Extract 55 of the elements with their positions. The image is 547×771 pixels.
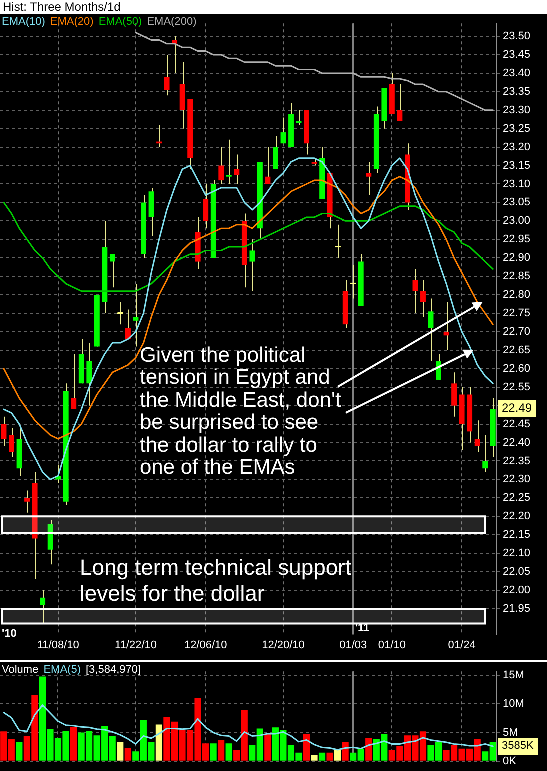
x-tick-label: 01/24 <box>448 639 476 652</box>
y-tick-label: 22.10 <box>503 548 531 560</box>
y-tick-label: 23.15 <box>503 160 531 172</box>
y-tick-label: 22.55 <box>503 381 531 394</box>
y-tick-label: 23.50 <box>503 30 531 43</box>
y-tick-label: 23.05 <box>503 196 531 209</box>
text: EMA(10) <box>2 16 46 28</box>
annotation: Long term technical support levels for the dollar <box>80 555 352 607</box>
y-tick-label: 23.10 <box>503 178 531 190</box>
y-tick-label: 15M <box>503 670 524 682</box>
y-tick-label: 22.30 <box>503 474 531 486</box>
y-tick-label: 22.40 <box>503 436 531 449</box>
x-tick-label: 01/03 <box>340 639 368 652</box>
y-tick-label: 22.95 <box>503 234 531 246</box>
y-tick-label: 23.40 <box>503 67 531 80</box>
x-tick-label: 12/20/10 <box>262 639 305 652</box>
y-tick-label: 22.15 <box>503 529 531 542</box>
text: EMA(5) <box>44 664 81 676</box>
annotation: [3,584,970] <box>86 664 142 676</box>
y-tick-label: 22.05 <box>503 566 531 578</box>
y-tick-label: 22.80 <box>503 289 531 302</box>
y-tick-label: 0K <box>503 755 518 768</box>
y-tick-label: 22.85 <box>503 270 531 283</box>
y-tick-label: 23.25 <box>503 122 531 135</box>
text: 3585K <box>498 738 538 755</box>
y-tick-label: 5M <box>503 726 518 739</box>
y-tick-label: 22.45 <box>503 418 531 430</box>
y-tick-label: 23.20 <box>503 141 531 154</box>
text: EMA(20) <box>50 16 94 28</box>
y-tick-label: 23.00 <box>503 215 531 228</box>
x-tick-label: 11/22/10 <box>114 639 157 652</box>
y-tick-label: 22.60 <box>503 362 531 375</box>
y-tick-label: 22.00 <box>503 584 531 597</box>
annotation: '10 <box>2 628 17 640</box>
x-tick-label: 11/08/10 <box>37 639 80 652</box>
y-tick-label: 10M <box>503 698 524 710</box>
annotation: Given the political tension in Egypt and the Middle East, don't be surprised to see the dollar to rally to one of the EMAs <box>140 344 342 480</box>
y-tick-label: 22.65 <box>503 344 531 356</box>
x-tick-label: 01/10 <box>378 639 406 652</box>
text: EMA(50) <box>98 16 142 28</box>
y-tick-label: 22.25 <box>503 492 531 504</box>
y-tick-label: 22.70 <box>503 326 531 338</box>
y-tick-label: 22.20 <box>503 510 531 523</box>
y-tick-label: 23.45 <box>503 49 531 62</box>
y-tick-label: 21.95 <box>503 602 531 615</box>
text: 22.49 <box>498 400 536 417</box>
y-tick-label: 23.30 <box>503 104 531 116</box>
y-tick-label: 23.35 <box>503 86 531 98</box>
y-tick-label: 22.35 <box>503 455 531 468</box>
series-label: EMA(200) <box>147 16 197 28</box>
y-tick-label: 22.75 <box>503 308 531 320</box>
chart-title: Hist: Three Months/1d <box>0 0 547 14</box>
y-tick-label: 22.90 <box>503 252 531 264</box>
x-tick-label: 12/06/10 <box>184 639 228 652</box>
series-label: Volume <box>2 664 39 676</box>
